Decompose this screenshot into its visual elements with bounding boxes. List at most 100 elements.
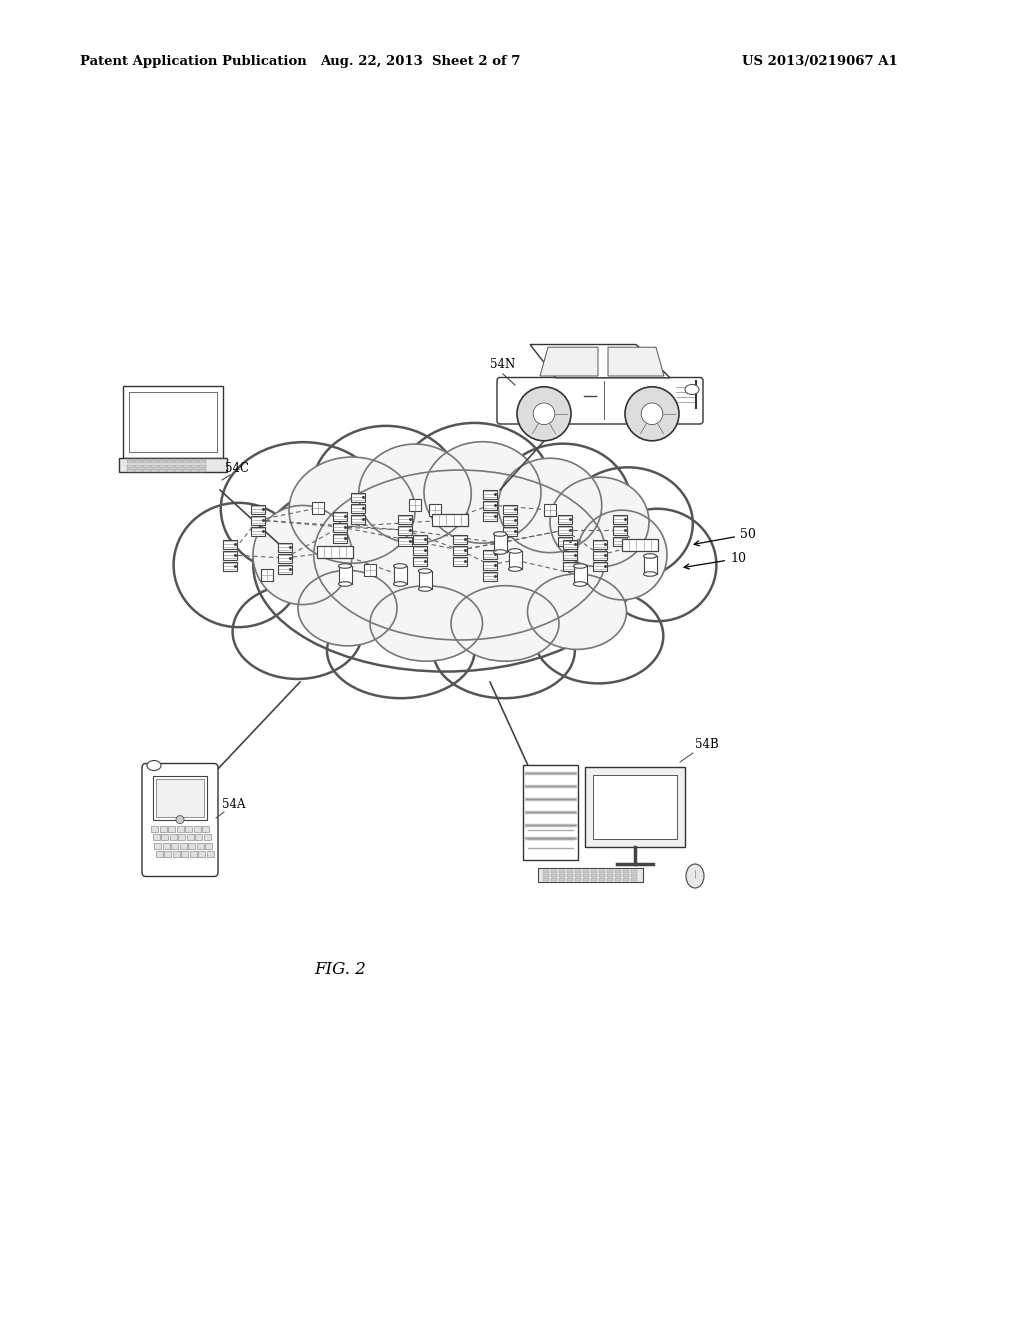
Bar <box>183 459 190 463</box>
Bar <box>563 561 577 570</box>
Ellipse shape <box>577 510 667 599</box>
Ellipse shape <box>419 587 431 591</box>
Polygon shape <box>530 345 670 378</box>
Bar <box>538 869 642 882</box>
Ellipse shape <box>686 865 705 888</box>
Bar <box>199 459 206 463</box>
Ellipse shape <box>643 554 656 558</box>
Ellipse shape <box>534 589 664 684</box>
Bar <box>574 878 581 880</box>
Bar <box>194 825 201 832</box>
Bar <box>333 511 347 520</box>
Bar <box>127 459 134 463</box>
Bar <box>123 385 223 458</box>
Bar <box>135 459 142 463</box>
Bar <box>558 525 572 535</box>
Bar <box>606 870 612 873</box>
Ellipse shape <box>339 564 351 568</box>
Ellipse shape <box>563 467 693 579</box>
Bar <box>163 842 170 849</box>
Circle shape <box>641 403 663 425</box>
Bar <box>558 870 564 873</box>
Bar <box>191 465 198 467</box>
Bar <box>202 825 209 832</box>
Ellipse shape <box>147 760 161 771</box>
Ellipse shape <box>499 458 602 553</box>
Bar <box>503 516 517 524</box>
Bar <box>170 834 176 840</box>
Ellipse shape <box>496 444 631 562</box>
Circle shape <box>517 387 571 441</box>
Text: Patent Application Publication: Patent Application Publication <box>80 55 307 69</box>
Bar <box>593 550 607 560</box>
Bar <box>156 779 204 817</box>
Bar <box>393 566 407 583</box>
Bar <box>186 834 194 840</box>
Bar <box>483 500 497 510</box>
Bar <box>413 545 427 554</box>
Polygon shape <box>540 347 598 376</box>
Ellipse shape <box>312 426 460 550</box>
Bar <box>251 527 265 536</box>
Bar <box>558 878 564 880</box>
Bar <box>151 469 158 473</box>
Bar <box>153 834 160 840</box>
Text: 54N: 54N <box>490 358 515 371</box>
Ellipse shape <box>327 603 474 698</box>
Bar <box>351 515 365 524</box>
Bar <box>151 465 158 467</box>
Ellipse shape <box>289 457 415 564</box>
Bar <box>175 465 182 467</box>
Bar <box>317 546 353 558</box>
Ellipse shape <box>598 508 717 622</box>
Bar <box>566 878 572 880</box>
Polygon shape <box>608 347 664 376</box>
Bar <box>509 550 521 569</box>
Bar <box>483 511 497 520</box>
Bar <box>351 492 365 502</box>
Bar <box>197 842 204 849</box>
Bar <box>643 556 656 574</box>
Bar <box>591 870 597 873</box>
Bar <box>119 458 227 473</box>
Bar <box>566 874 572 876</box>
Bar <box>127 469 134 473</box>
Ellipse shape <box>685 384 699 395</box>
Bar <box>543 878 549 880</box>
Bar <box>614 878 621 880</box>
Bar <box>156 851 163 857</box>
Bar <box>167 465 174 467</box>
Ellipse shape <box>253 458 637 672</box>
Bar <box>432 513 468 525</box>
Text: 50: 50 <box>694 528 756 546</box>
Bar <box>631 878 637 880</box>
Bar <box>551 870 556 873</box>
Bar <box>154 842 161 849</box>
Bar <box>339 566 351 583</box>
Bar <box>598 878 604 880</box>
Bar <box>261 569 273 581</box>
Bar <box>164 851 171 857</box>
Bar <box>129 392 217 451</box>
Ellipse shape <box>397 422 551 550</box>
Bar <box>195 834 202 840</box>
Ellipse shape <box>494 549 507 554</box>
Bar <box>631 874 637 876</box>
Ellipse shape <box>253 506 352 605</box>
Bar <box>614 874 621 876</box>
Bar <box>151 459 158 463</box>
Ellipse shape <box>358 444 471 544</box>
Bar <box>583 874 589 876</box>
Bar <box>574 870 581 873</box>
Bar <box>167 469 174 473</box>
Bar <box>175 459 182 463</box>
Bar <box>583 870 589 873</box>
Bar <box>199 469 206 473</box>
Bar <box>127 465 134 467</box>
Ellipse shape <box>370 586 482 661</box>
Bar <box>176 825 183 832</box>
Bar <box>175 469 182 473</box>
Text: FIG. 2: FIG. 2 <box>314 961 366 978</box>
Bar <box>159 459 166 463</box>
Bar <box>398 525 412 535</box>
